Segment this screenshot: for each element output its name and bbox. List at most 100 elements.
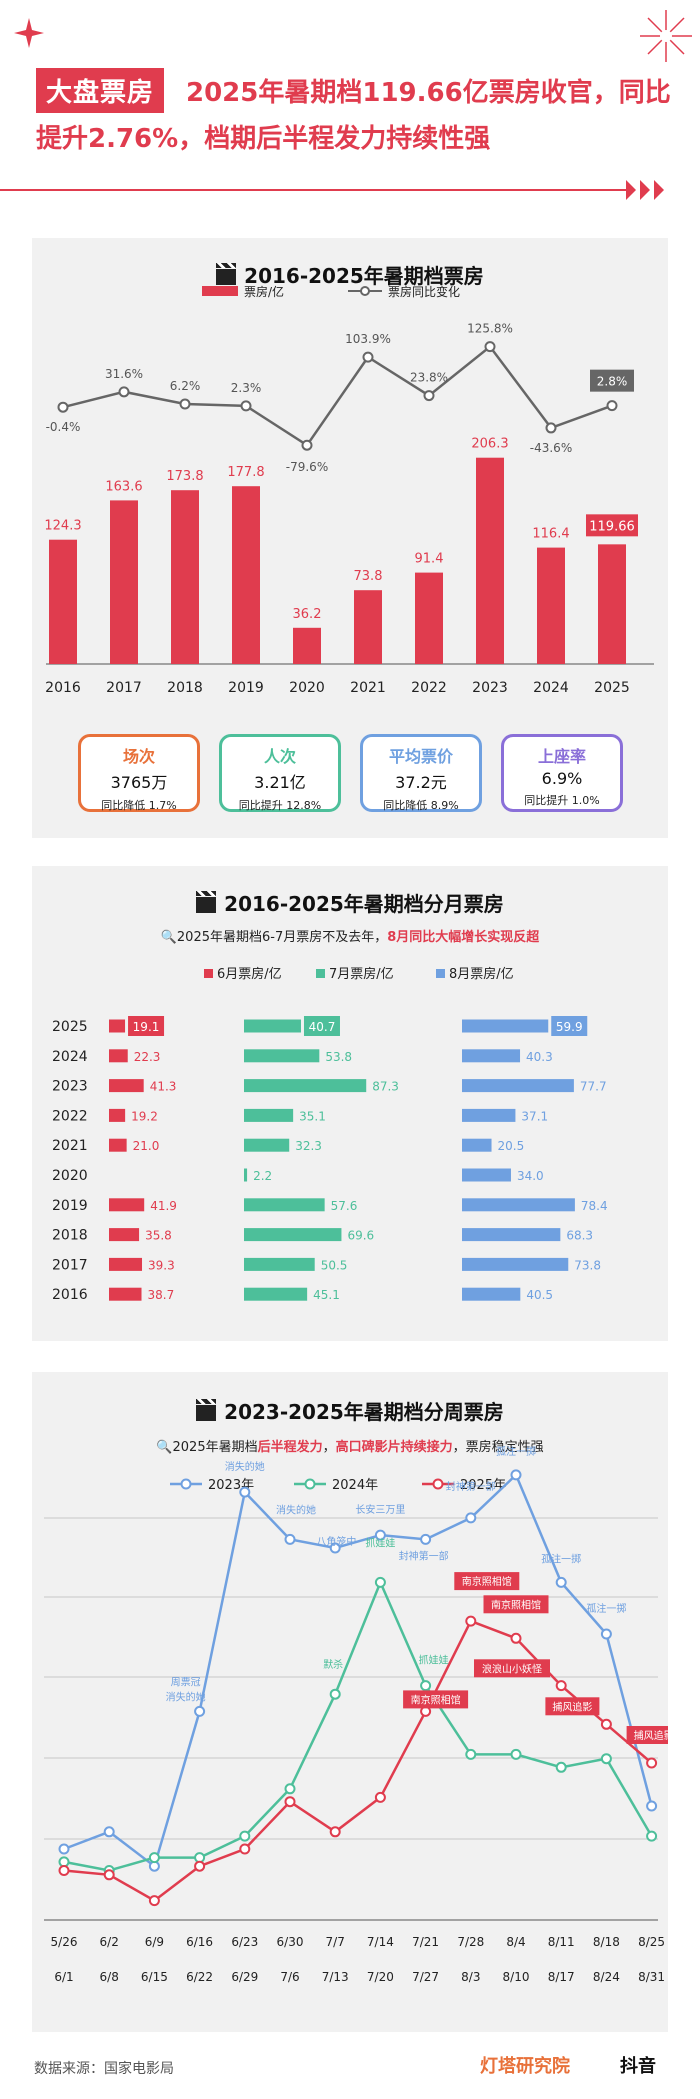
bar-2-2017 xyxy=(462,1257,569,1271)
kpi-change: 同比提升 1.0% xyxy=(524,794,600,807)
x-tick-top-8: 7/21 xyxy=(412,1935,439,1949)
bar-2-2020 xyxy=(462,1168,511,1182)
annual-chart: 票房/亿 票房同比变化 124.3 2016 163.6 2017 173.8 2018 177… xyxy=(44,284,654,696)
x-tick-2017: 2017 xyxy=(106,680,142,696)
annotation-2025-bg-6 xyxy=(545,1697,600,1716)
bar-2021 xyxy=(354,590,382,664)
bar-2024 xyxy=(537,547,565,664)
series-line-1 xyxy=(63,1579,653,1872)
yoy-label-bg-2025 xyxy=(590,369,634,392)
kpi-change: 同比降低 1.7% xyxy=(101,799,177,812)
data-source: 数据来源：国家电影局 xyxy=(34,2061,174,2077)
legend-label-2: 8月票房/亿 xyxy=(449,966,514,982)
series-point-1-4 xyxy=(239,1830,251,1842)
section-tag: 大盘票房 xyxy=(36,68,165,113)
bar-2-2019 xyxy=(462,1198,575,1212)
panel-annual: 2016-2025年暑期档票房 票房/亿 票房同比变化 124.3 2016 163.6… xyxy=(32,238,668,838)
x-tick-bottom-11: 8/17 xyxy=(548,1970,575,1984)
panel-weekly: 2023-2025年暑期档分周票房 🔍2025年暑期档后半程发力，高口碑影片持续… xyxy=(32,1372,668,2032)
series-point-2-13 xyxy=(646,1757,658,1769)
x-tick-bottom-7: 7/20 xyxy=(367,1970,394,1984)
annotation-2023-5: 孤注一掷 xyxy=(496,1445,536,1458)
series-point-0-1 xyxy=(103,1826,115,1838)
bar-label-0-2022: 19.2 xyxy=(131,1109,158,1123)
kpi-card: 平均票价 37.2元 同比降低 8.9% xyxy=(360,734,482,812)
series-point-0-3 xyxy=(194,1705,206,1717)
bar-label-1-2019: 57.6 xyxy=(331,1199,358,1213)
yoy-label-2018: 6.2% xyxy=(170,379,201,393)
series-point-0-13 xyxy=(646,1800,658,1812)
series-point-1-12 xyxy=(600,1753,612,1765)
x-tick-bottom-10: 8/10 xyxy=(503,1970,530,1984)
bar-1-2022 xyxy=(244,1108,294,1122)
bar-2018 xyxy=(171,490,199,664)
annotation-2023-0: 周票冠 xyxy=(171,1676,201,1688)
bar-2-2024 xyxy=(462,1049,521,1063)
bar-label-2022: 91.4 xyxy=(415,552,444,567)
y-tick-2018: 2018 xyxy=(52,1228,88,1244)
x-tick-2019: 2019 xyxy=(228,680,264,696)
bar-label-0-2019: 41.9 xyxy=(150,1199,177,1213)
bar-label-2019: 177.8 xyxy=(227,465,264,480)
bar-0-2022 xyxy=(109,1108,126,1122)
bar-2016 xyxy=(49,539,77,664)
firework-icon xyxy=(640,10,692,62)
x-tick-bottom-6: 7/13 xyxy=(322,1970,349,1984)
kpi-change: 同比提升 12.8% xyxy=(238,799,322,812)
yoy-point-2018 xyxy=(179,398,191,410)
bar-label-2-2016: 40.5 xyxy=(526,1288,553,1302)
bar-2025 xyxy=(598,544,626,664)
x-tick-top-10: 8/4 xyxy=(506,1935,525,1949)
x-tick-top-1: 6/2 xyxy=(100,1935,119,1949)
bar-1-2021 xyxy=(244,1138,290,1152)
series-point-1-2 xyxy=(148,1852,160,1864)
annotation-2024-1: 抓娃娃 xyxy=(365,1536,395,1549)
series-point-1-5 xyxy=(284,1783,296,1795)
series-point-2-9 xyxy=(465,1615,477,1627)
bar-label-1-2025: 40.7 xyxy=(309,1020,336,1034)
bar-0-2017 xyxy=(109,1257,143,1271)
x-tick-top-12: 8/18 xyxy=(593,1935,620,1949)
yoy-point-2021 xyxy=(362,351,374,363)
bar-label-1-2024: 53.8 xyxy=(325,1050,352,1064)
x-tick-bottom-12: 8/24 xyxy=(593,1970,620,1984)
chart2-subtitle: 🔍2025年暑期档6-7月票房不及去年，8月同比大幅增长实现反超 xyxy=(160,930,540,945)
legend-label-0: 6月票房/亿 xyxy=(217,966,282,982)
series-point-0-9 xyxy=(465,1512,477,1524)
x-tick-top-13: 8/25 xyxy=(638,1935,665,1949)
bar-label-2023: 206.3 xyxy=(471,437,508,452)
series-point-0-5 xyxy=(284,1533,296,1545)
bar-2-2022 xyxy=(462,1108,516,1122)
bar-2-2025 xyxy=(462,1019,549,1033)
yoy-label-2016: -0.4% xyxy=(46,420,81,434)
x-tick-2016: 2016 xyxy=(45,680,81,696)
yoy-label-2019: 2.3% xyxy=(231,381,262,395)
x-tick-bottom-2: 6/15 xyxy=(141,1970,168,1984)
x-tick-top-0: 5/26 xyxy=(51,1935,78,1949)
yoy-point-2019 xyxy=(240,400,252,412)
bar-label-0-2021: 21.0 xyxy=(133,1139,160,1153)
series-point-0-8 xyxy=(420,1533,432,1545)
bar-label-0-2025: 19.1 xyxy=(133,1020,160,1034)
yoy-label-2021: 103.9% xyxy=(345,332,391,346)
clapperboard-icon xyxy=(196,1399,217,1421)
annotation-2025-7: 捕风追影 xyxy=(634,1729,668,1742)
series-point-2-12 xyxy=(600,1718,612,1730)
bar-0-2018 xyxy=(109,1228,140,1242)
annotation-2023-6: 孤注一掷 xyxy=(541,1552,581,1565)
kpi-name: 平均票价 xyxy=(388,747,453,766)
legend-line-label: 票房同比变化 xyxy=(388,284,460,299)
x-tick-bottom-13: 8/31 xyxy=(638,1970,665,1984)
series-line-0 xyxy=(63,1472,653,1869)
magnifier-icon: 🔍 xyxy=(156,1440,173,1455)
bar-0-2016 xyxy=(109,1287,142,1301)
annotation-2025-5: 浪浪山小妖怪 xyxy=(482,1662,542,1675)
x-tick-2020: 2020 xyxy=(289,680,325,696)
bar-label-1-2021: 32.3 xyxy=(295,1139,322,1153)
bar-2020 xyxy=(293,627,321,664)
annotation-2024-2: 抓娃娃 xyxy=(419,1654,449,1667)
bar-label-bg-2025 xyxy=(586,514,638,537)
series-point-0-11 xyxy=(555,1576,567,1588)
yoy-point-2016 xyxy=(57,401,69,413)
bar-1-2018 xyxy=(244,1228,342,1242)
